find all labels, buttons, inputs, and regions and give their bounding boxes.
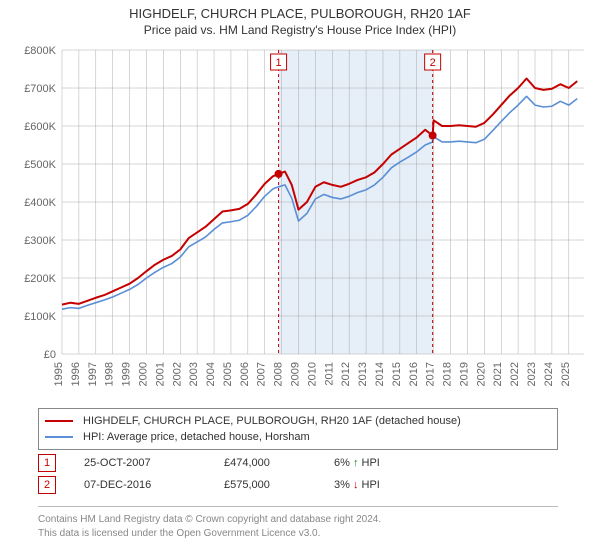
svg-text:£500K: £500K: [24, 159, 56, 171]
legend-swatch-property: [45, 420, 73, 422]
transaction-pct-1: 6% ↑ HPI: [334, 457, 444, 469]
svg-text:1997: 1997: [87, 362, 99, 386]
transaction-date-2: 07-DEC-2016: [84, 479, 224, 491]
transaction-price-2: £575,000: [224, 479, 334, 491]
svg-text:1999: 1999: [121, 362, 133, 386]
chart-title-address: HIGHDELF, CHURCH PLACE, PULBOROUGH, RH20…: [0, 6, 600, 21]
svg-text:2012: 2012: [340, 362, 352, 386]
transaction-pct-2: 3% ↓ HPI: [334, 479, 444, 491]
svg-text:£300K: £300K: [24, 235, 56, 247]
svg-text:2009: 2009: [290, 362, 302, 386]
svg-text:1996: 1996: [70, 362, 82, 386]
chart-svg: £0 £100K £200K £300K £400K £500K £600K £700K £80…: [8, 44, 592, 394]
transaction-price-1: £474,000: [224, 457, 334, 469]
svg-text:2008: 2008: [273, 362, 285, 386]
svg-text:£400K: £400K: [24, 197, 56, 209]
svg-text:1998: 1998: [104, 362, 116, 386]
attribution: Contains HM Land Registry data © Crown c…: [38, 506, 558, 540]
arrow-up-icon: ↑: [353, 457, 359, 469]
svg-text:2: 2: [430, 57, 436, 69]
legend-label-property: HIGHDELF, CHURCH PLACE, PULBOROUGH, RH20…: [83, 415, 461, 427]
legend: HIGHDELF, CHURCH PLACE, PULBOROUGH, RH20…: [38, 408, 558, 450]
svg-text:£200K: £200K: [24, 273, 56, 285]
svg-text:1: 1: [276, 57, 282, 69]
legend-row-hpi: HPI: Average price, detached house, Hors…: [45, 429, 551, 445]
svg-text:2014: 2014: [374, 362, 386, 386]
svg-text:2005: 2005: [222, 362, 234, 386]
attribution-line-1: Contains HM Land Registry data © Crown c…: [38, 513, 558, 527]
svg-text:2018: 2018: [442, 362, 454, 386]
legend-label-hpi: HPI: Average price, detached house, Hors…: [83, 431, 310, 443]
svg-text:2002: 2002: [171, 362, 183, 386]
transaction-badge-2: 2: [38, 476, 56, 494]
svg-text:2003: 2003: [188, 362, 200, 386]
svg-text:£100K: £100K: [24, 311, 56, 323]
svg-text:2006: 2006: [239, 362, 251, 386]
svg-text:2021: 2021: [492, 362, 504, 386]
svg-text:2004: 2004: [205, 362, 217, 386]
price-chart: £0 £100K £200K £300K £400K £500K £600K £700K £80…: [8, 44, 592, 394]
svg-text:2011: 2011: [323, 362, 335, 386]
svg-text:2007: 2007: [256, 362, 268, 386]
svg-text:2023: 2023: [526, 362, 538, 386]
svg-text:£600K: £600K: [24, 121, 56, 133]
svg-text:2001: 2001: [154, 362, 166, 386]
arrow-down-icon: ↓: [353, 479, 359, 491]
svg-text:£800K: £800K: [24, 45, 56, 57]
legend-swatch-hpi: [45, 436, 73, 438]
svg-text:2019: 2019: [458, 362, 470, 386]
svg-text:2015: 2015: [391, 362, 403, 386]
attribution-line-2: This data is licensed under the Open Gov…: [38, 527, 558, 541]
transaction-date-1: 25-OCT-2007: [84, 457, 224, 469]
svg-text:2000: 2000: [137, 362, 149, 386]
svg-text:2016: 2016: [408, 362, 420, 386]
transaction-badge-1: 1: [38, 454, 56, 472]
legend-row-property: HIGHDELF, CHURCH PLACE, PULBOROUGH, RH20…: [45, 413, 551, 429]
transaction-row-1: 1 25-OCT-2007 £474,000 6% ↑ HPI: [38, 452, 558, 474]
svg-text:£700K: £700K: [24, 83, 56, 95]
svg-text:1995: 1995: [53, 362, 65, 386]
svg-text:2024: 2024: [543, 362, 555, 386]
svg-text:2025: 2025: [560, 362, 572, 386]
svg-text:2020: 2020: [475, 362, 487, 386]
transaction-row-2: 2 07-DEC-2016 £575,000 3% ↓ HPI: [38, 474, 558, 496]
transactions-table: 1 25-OCT-2007 £474,000 6% ↑ HPI 2 07-DEC…: [38, 452, 558, 496]
svg-text:2022: 2022: [509, 362, 521, 386]
svg-text:2017: 2017: [425, 362, 437, 386]
svg-text:£0: £0: [44, 349, 56, 361]
svg-text:2013: 2013: [357, 362, 369, 386]
svg-text:2010: 2010: [306, 362, 318, 386]
chart-title-subtitle: Price paid vs. HM Land Registry's House …: [0, 23, 600, 37]
